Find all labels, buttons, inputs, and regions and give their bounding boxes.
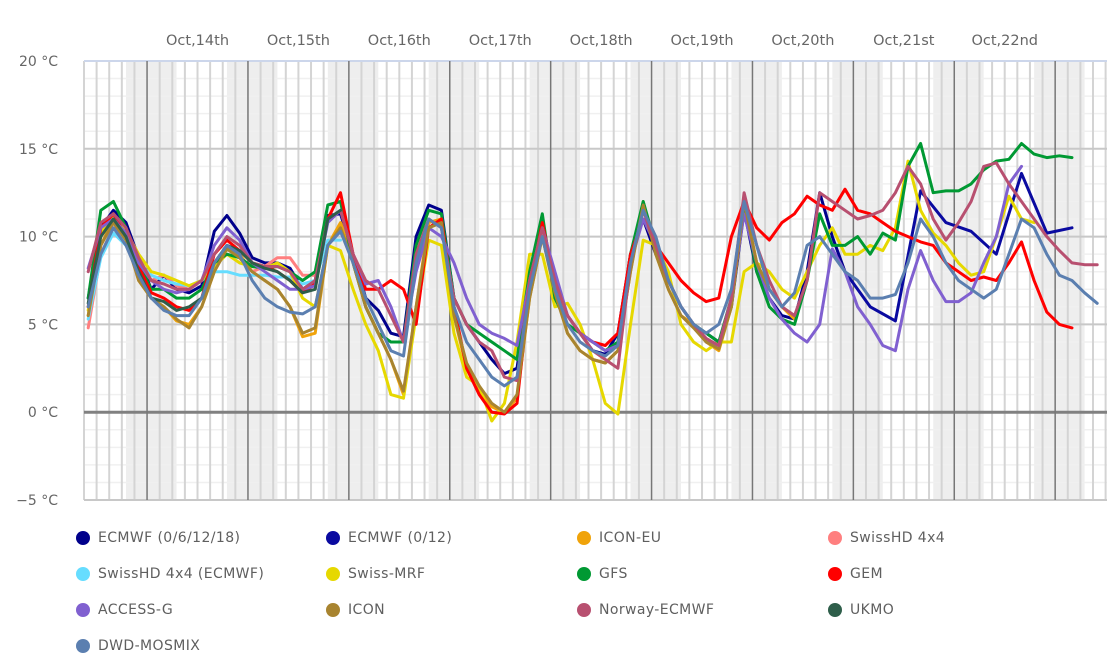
legend-item[interactable]: Swiss-MRF (326, 564, 425, 584)
legend-label: SwissHD 4x4 (850, 530, 946, 546)
legend-item[interactable]: GEM (828, 564, 883, 584)
y-tick-label: 15 °C (19, 142, 58, 158)
legend-label: ICON (348, 602, 385, 618)
x-date-label: Oct,15th (267, 33, 330, 49)
series-line-dwd-mosmix (86, 200, 1099, 388)
x-axis-date-labels: Oct,14th Oct,15th Oct,16th Oct,17th Oct,18th… (166, 33, 1038, 49)
temperature-forecast-chart: 20 °C15 °C10 °C5 °C0 °C−5 °C Oct,14th Oct… (16, 33, 1107, 509)
legend-label: Norway-ECMWF (599, 602, 715, 618)
legend-label: ACCESS-G (98, 602, 174, 618)
x-date-label: Oct,17th (469, 33, 532, 49)
legend-color-dot-icon (577, 567, 591, 581)
legend-color-dot-icon (326, 567, 340, 581)
legend-color-dot-icon (76, 567, 90, 581)
y-tick-label: 0 °C (28, 405, 58, 421)
legend-label: GFS (599, 566, 628, 582)
legend-item[interactable]: DWD-MOSMIX (76, 636, 200, 656)
x-date-label: Oct,16th (368, 33, 431, 49)
legend-item[interactable]: UKMO (828, 600, 894, 620)
legend-color-dot-icon (76, 639, 90, 653)
legend-color-dot-icon (577, 531, 591, 545)
series-line-icon (86, 200, 796, 414)
x-date-label: Oct,20th (771, 33, 834, 49)
legend-label: ICON-EU (599, 530, 662, 546)
legend-label: Swiss-MRF (348, 566, 426, 582)
series-line-ecmwf-0-12- (843, 171, 1074, 323)
x-date-label: Oct,14th (166, 33, 229, 49)
legend-item[interactable]: SwissHD 4x4 (828, 528, 945, 548)
legend-color-dot-icon (577, 603, 591, 617)
y-axis-tick-labels: 20 °C 15 °C 10 °C 5 °C 0 °C −5 °C (16, 54, 58, 509)
legend-label: ECMWF (0/12) (348, 530, 453, 546)
legend-color-dot-icon (76, 531, 90, 545)
y-tick-label: −5 °C (16, 493, 58, 509)
legend-label: SwissHD 4x4 (ECMWF) (98, 566, 265, 582)
legend-label: DWD-MOSMIX (98, 638, 201, 654)
legend-color-dot-icon (828, 567, 842, 581)
x-date-label: Oct,18th (570, 33, 633, 49)
legend-label: GEM (850, 566, 883, 582)
y-tick-label: 20 °C (19, 54, 58, 70)
legend-color-dot-icon (76, 603, 90, 617)
legend-item[interactable]: ICON (326, 600, 385, 620)
y-tick-label: 5 °C (28, 317, 58, 333)
legend-color-dot-icon (828, 603, 842, 617)
legend-color-dot-icon (326, 603, 340, 617)
series-lines (86, 142, 1099, 423)
legend-item[interactable]: Norway-ECMWF (577, 600, 714, 620)
legend-color-dot-icon (326, 531, 340, 545)
legend-item[interactable]: ICON-EU (577, 528, 661, 548)
legend-item[interactable]: ACCESS-G (76, 600, 173, 620)
legend-item[interactable]: GFS (577, 564, 628, 584)
y-tick-label: 10 °C (19, 230, 58, 246)
x-date-label: Oct,19th (671, 33, 734, 49)
grid-lines (83, 60, 1107, 501)
chart-legend: ECMWF (0/6/12/18) ECMWF (0/12) ICON-EU Swis… (0, 520, 1119, 669)
legend-label: UKMO (850, 602, 895, 618)
legend-label: ECMWF (0/6/12/18) (98, 530, 241, 546)
legend-item[interactable]: ECMWF (0/12) (326, 528, 452, 548)
legend-item[interactable]: ECMWF (0/6/12/18) (76, 528, 240, 548)
series-line-access-g (86, 164, 1023, 353)
legend-item[interactable]: SwissHD 4x4 (ECMWF) (76, 564, 264, 584)
x-date-label: Oct,21st (873, 33, 935, 49)
legend-color-dot-icon (828, 531, 842, 545)
x-date-label: Oct,22nd (971, 33, 1038, 49)
